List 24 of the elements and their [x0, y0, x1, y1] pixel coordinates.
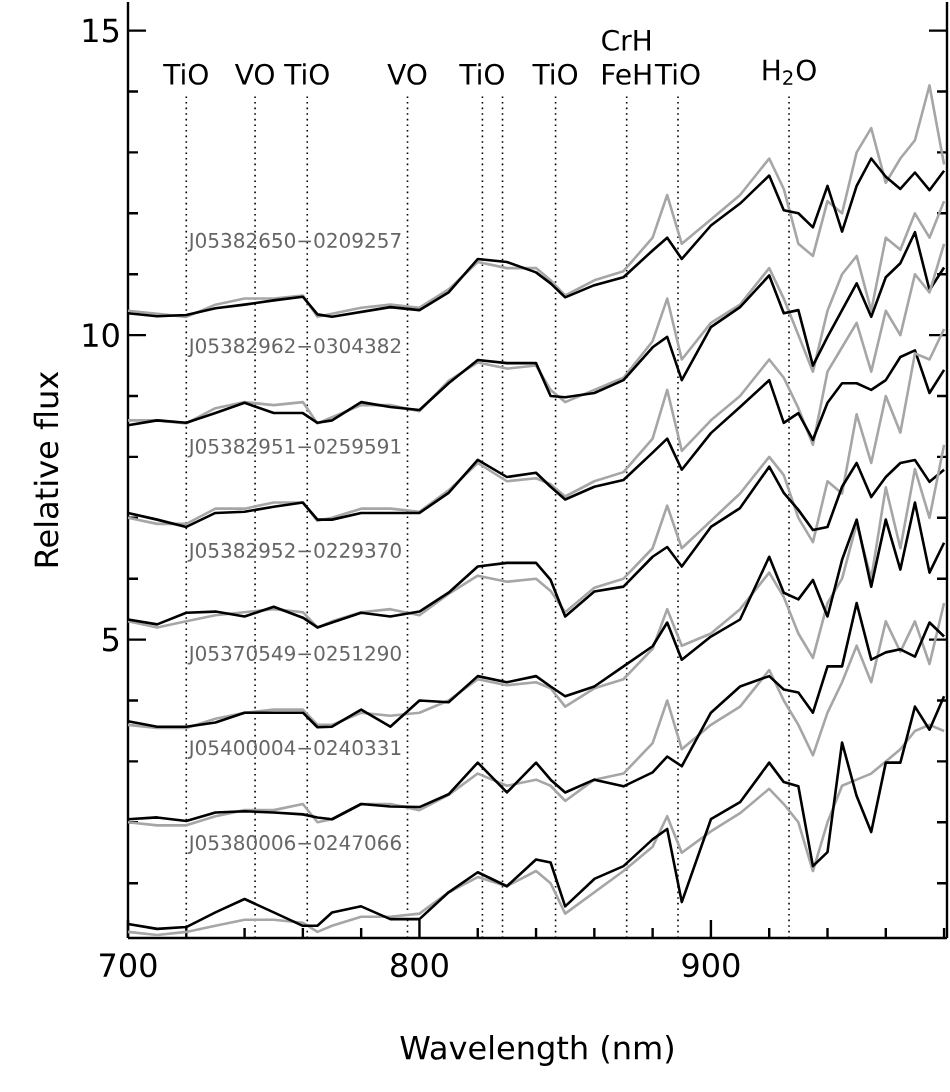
ref-line-label: TiO [532, 63, 578, 85]
ref-line-label: VO [234, 63, 274, 85]
annotation: J05382952−0229370 [187, 542, 401, 562]
y-tick-label: 10 [83, 323, 119, 348]
annotation: J05382962−0304382 [187, 338, 401, 358]
y-axis-title: Relative flux [33, 371, 59, 567]
ref-line-label: CrH FeH [602, 29, 651, 85]
x-axis-title: Wavelength (nm) [400, 1035, 673, 1066]
annotation: J05382951−0259591 [187, 438, 401, 458]
ref-line-label: TiO [459, 63, 504, 85]
annotation: J05370549−0251290 [187, 645, 401, 665]
annotation: J05382650−0209257 [187, 232, 401, 252]
ref-line-label: TiO [284, 63, 329, 85]
ref-line-label: TiO [163, 63, 208, 85]
x-tick-label: 800 [391, 953, 448, 978]
x-tick-label: 900 [682, 953, 740, 978]
y-tick-label: 15 [83, 18, 119, 43]
y-tick-label: 5 [103, 627, 119, 652]
ref-line-label: VO [387, 63, 427, 85]
ref-line-label: H$_{2}$O [763, 59, 816, 85]
annotation: J05400004−0240331 [187, 740, 401, 759]
ref-line-label: TiO [654, 63, 700, 85]
x-tick-label: 700 [100, 953, 157, 978]
annotation: J05380006−0247066 [187, 835, 401, 854]
